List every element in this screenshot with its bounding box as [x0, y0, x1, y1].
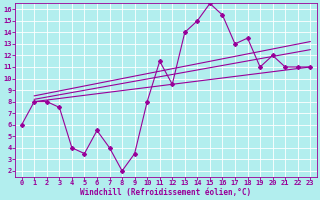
X-axis label: Windchill (Refroidissement éolien,°C): Windchill (Refroidissement éolien,°C)	[80, 188, 252, 197]
